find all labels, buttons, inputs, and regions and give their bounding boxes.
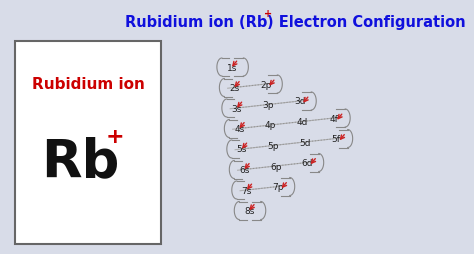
Text: 2p: 2p (260, 80, 272, 89)
Text: Rubidium ion (Rb: Rubidium ion (Rb (125, 14, 267, 29)
Text: 2s: 2s (229, 84, 239, 93)
Text: 5d: 5d (299, 138, 310, 147)
Text: 4d: 4d (296, 118, 308, 126)
Text: 6s: 6s (239, 165, 249, 174)
Text: Rubidium ion: Rubidium ion (32, 76, 145, 91)
Text: 1s: 1s (227, 63, 237, 72)
Text: 5f: 5f (332, 134, 341, 144)
Text: 5p: 5p (267, 141, 279, 150)
Text: 7s: 7s (242, 186, 252, 195)
Text: 4s: 4s (234, 124, 245, 133)
Text: ) Electron Configuration: ) Electron Configuration (267, 14, 466, 29)
Text: +: + (105, 126, 124, 146)
Text: 3d: 3d (294, 97, 305, 106)
Text: 6d: 6d (301, 158, 313, 167)
FancyBboxPatch shape (15, 42, 162, 244)
Text: 4p: 4p (265, 121, 276, 130)
Text: 8s: 8s (244, 206, 255, 215)
Text: 4f: 4f (329, 114, 338, 123)
Text: 3p: 3p (263, 101, 274, 109)
Text: 6p: 6p (270, 162, 282, 171)
Text: 7p: 7p (273, 182, 284, 191)
Text: Rb: Rb (41, 135, 119, 187)
Text: 3s: 3s (232, 104, 242, 113)
Text: 5s: 5s (237, 145, 247, 154)
Text: +: + (264, 9, 272, 19)
